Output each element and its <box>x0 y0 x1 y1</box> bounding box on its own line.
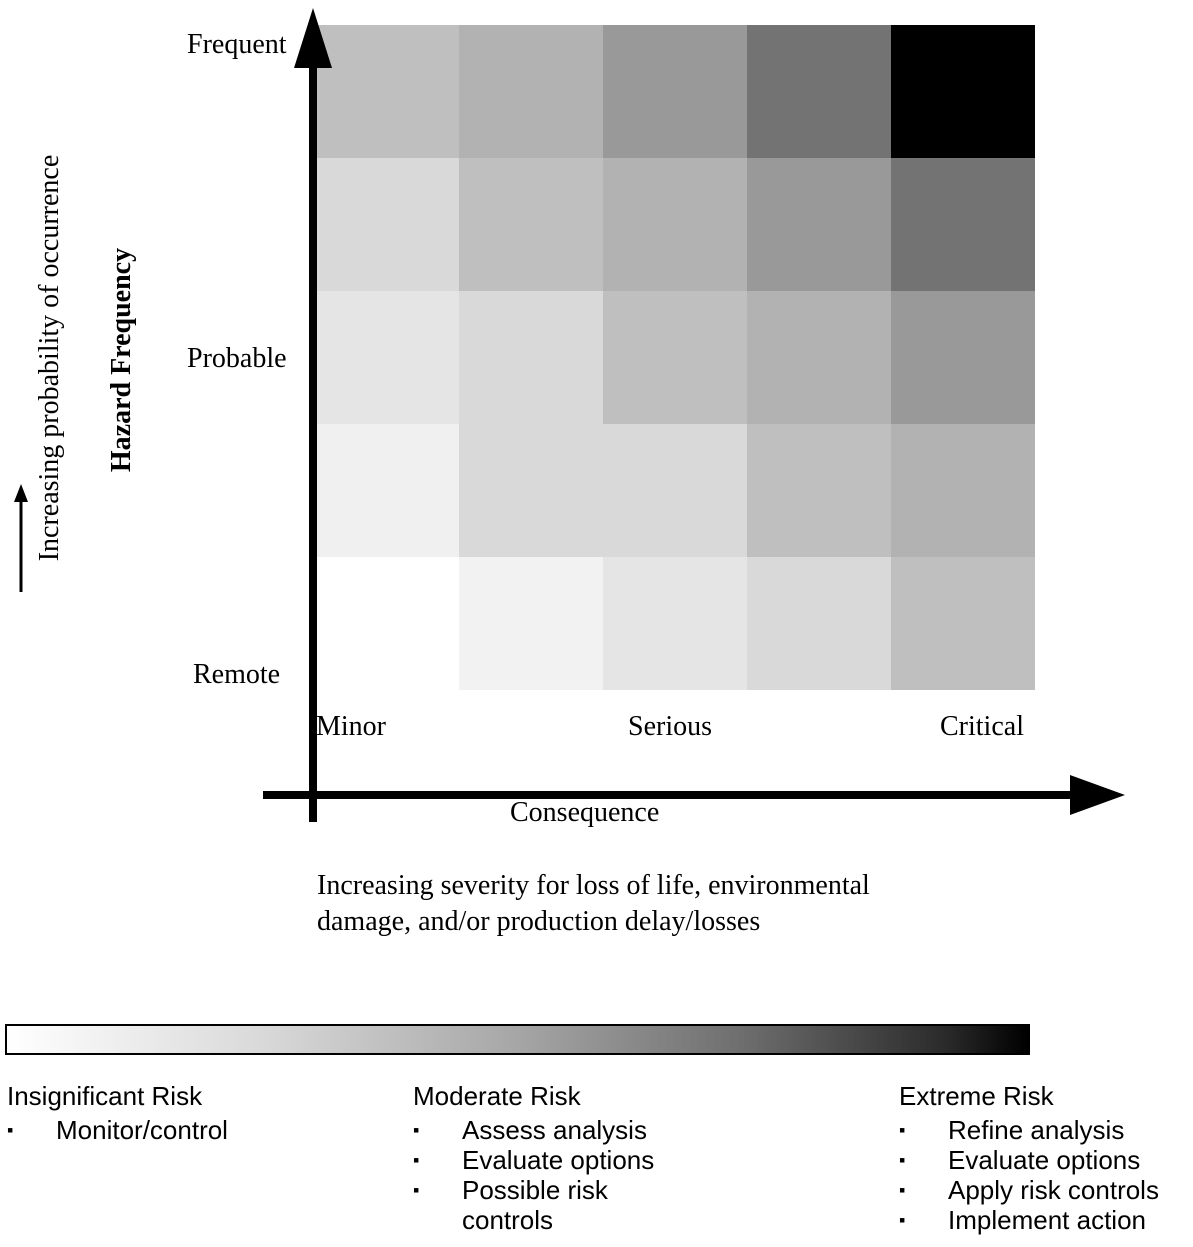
matrix-cell-r2-c5 <box>891 158 1035 291</box>
legend-item: ▪ Refine analysis <box>899 1115 1193 1145</box>
legend-moderate: Moderate Risk ▪ Assess analysis ▪ Evaluate… <box>413 1081 713 1235</box>
legend-item-text: Refine analysis <box>948 1115 1125 1145</box>
y-tick-probable: Probable <box>187 343 287 374</box>
legend-item-text: Assess analysis <box>462 1115 647 1145</box>
matrix-cell-r1-c4 <box>747 25 891 158</box>
legend-item: ▪ Assess analysis <box>413 1115 713 1145</box>
matrix-cell-r1-c3 <box>603 25 747 158</box>
legend-item: ▪ Evaluate options <box>899 1145 1193 1175</box>
legend-item: ▪ Possible risk controls <box>413 1175 662 1235</box>
matrix-cell-r4-c4 <box>747 424 891 557</box>
probability-arrow-head <box>14 484 28 502</box>
matrix-cell-r2-c1 <box>315 158 459 291</box>
bullet-icon: ▪ <box>7 1120 14 1140</box>
matrix-cell-r3-c1 <box>315 291 459 424</box>
matrix-cell-r2-c3 <box>603 158 747 291</box>
bullet-icon: ▪ <box>413 1150 420 1170</box>
matrix-cell-r4-c1 <box>315 424 459 557</box>
legend-item: ▪ Apply risk controls <box>899 1175 1193 1205</box>
legend-extreme: Extreme Risk ▪ Refine analysis ▪ Evaluate … <box>899 1081 1193 1235</box>
legend-item: ▪ Monitor/control <box>7 1115 327 1145</box>
matrix-cell-r5-c2 <box>459 557 603 690</box>
x-axis-title: Consequence <box>510 797 660 828</box>
matrix-cell-r3-c5 <box>891 291 1035 424</box>
severity-note-line2: damage, and/or production delay/losses <box>317 906 761 937</box>
probability-note: Increasing probability of occurrence <box>34 154 65 562</box>
legend-heading: Extreme Risk <box>899 1081 1054 1111</box>
matrix-cell-r5-c3 <box>603 557 747 690</box>
bullet-icon: ▪ <box>899 1120 906 1140</box>
axes-graphic <box>14 8 1125 822</box>
matrix-cell-r4-c5 <box>891 424 1035 557</box>
legend-item: ▪ Evaluate options <box>413 1145 713 1175</box>
severity-note-line1: Increasing severity for loss of life, en… <box>317 870 870 901</box>
matrix-cell-r3-c3 <box>603 291 747 424</box>
legend-item-text: Possible risk controls <box>462 1175 608 1235</box>
legend-heading: Moderate Risk <box>413 1081 581 1111</box>
legend-item-text: Evaluate options <box>462 1145 655 1175</box>
bullet-icon: ▪ <box>899 1180 906 1200</box>
matrix-cell-r4-c2 <box>459 424 603 557</box>
y-tick-remote: Remote <box>193 659 281 690</box>
matrix-cell-r1-c5 <box>891 25 1035 158</box>
matrix-cell-r5-c4 <box>747 557 891 690</box>
x-axis-arrowhead <box>1070 775 1125 815</box>
x-tick-serious: Serious <box>628 711 712 742</box>
matrix-cell-r5-c5 <box>891 557 1035 690</box>
bullet-icon: ▪ <box>413 1180 420 1200</box>
legend-heading: Insignificant Risk <box>7 1081 203 1111</box>
matrix-cell-r5-c1 <box>315 557 459 690</box>
bullet-icon: ▪ <box>413 1120 420 1140</box>
legend-list: ▪ Monitor/control <box>7 1115 327 1145</box>
matrix-cell-r1-c2 <box>459 25 603 158</box>
matrix-cell-r1-c1 <box>315 25 459 158</box>
bullet-icon: ▪ <box>899 1150 906 1170</box>
risk-scale-gradient-bar <box>5 1024 1030 1055</box>
y-tick-frequent: Frequent <box>187 29 287 60</box>
x-tick-critical: Critical <box>940 711 1024 742</box>
matrix-cell-r3-c2 <box>459 291 603 424</box>
legend-list: ▪ Refine analysis ▪ Evaluate options ▪ Appl… <box>899 1115 1193 1235</box>
legend-item-text: Monitor/control <box>56 1115 228 1145</box>
legend-item: ▪ Implement action <box>899 1205 1193 1235</box>
matrix-cell-r3-c4 <box>747 291 891 424</box>
legend-insignificant: Insignificant Risk ▪ Monitor/control <box>7 1081 327 1145</box>
bullet-icon: ▪ <box>899 1210 906 1230</box>
legend-item-text: Apply risk controls <box>948 1175 1159 1205</box>
y-axis-arrowhead <box>294 8 332 68</box>
legend-item-text: Evaluate options <box>948 1145 1141 1175</box>
probability-note-wrap: Increasing probability of occurrence <box>0 155 275 562</box>
matrix-cell-r4-c3 <box>603 424 747 557</box>
legend-item-text: Implement action <box>948 1205 1146 1235</box>
matrix-cell-r2-c2 <box>459 158 603 291</box>
legend-list: ▪ Assess analysis ▪ Evaluate options ▪ Poss… <box>413 1115 713 1235</box>
matrix-cell-r2-c4 <box>747 158 891 291</box>
x-tick-minor: Minor <box>316 711 386 742</box>
